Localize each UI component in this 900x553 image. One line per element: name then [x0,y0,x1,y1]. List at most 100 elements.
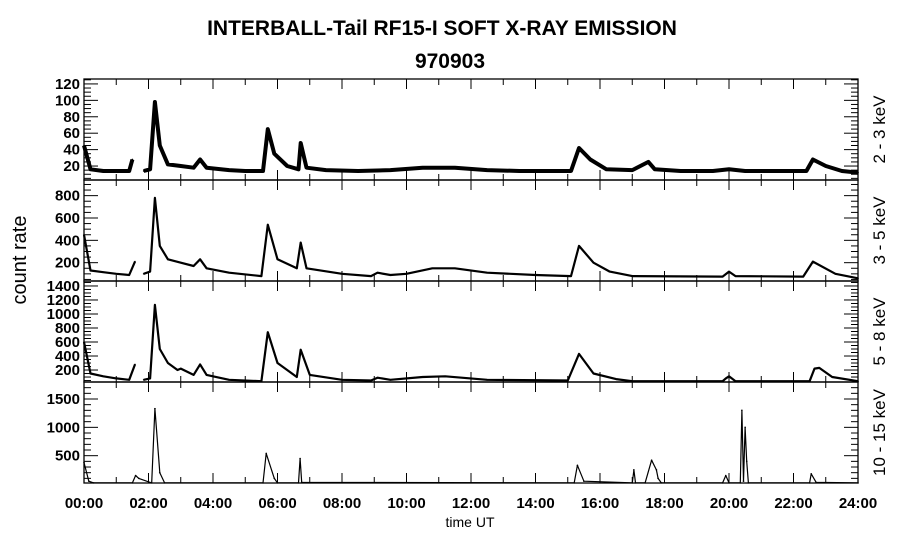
x-tick-label: 06:00 [258,495,296,512]
data-point [128,379,130,381]
data-point [745,460,748,463]
data-point [454,166,456,169]
data-point [142,170,145,172]
y-tick-label: 100 [55,92,80,109]
data-point [812,158,814,161]
data-point [134,260,136,263]
data-point [150,482,153,484]
data-point [299,241,302,244]
data-point [660,482,663,484]
data-point [739,482,742,484]
data-point [744,426,746,429]
data-point [776,170,779,172]
data-point [179,261,182,264]
data-point [154,101,156,103]
y-tick-label: 600 [55,210,80,227]
data-point [534,274,537,276]
data-point [276,362,279,364]
data-point [205,166,208,169]
data-point [305,267,308,270]
data-point [518,170,521,172]
data-point [296,376,298,378]
data-point [179,367,182,370]
data-point [431,267,434,270]
data-point [134,474,137,477]
data-point [724,377,727,380]
data-point [576,464,579,467]
data-point [808,482,811,484]
panel-label: 2 - 3 keV [870,95,889,164]
y-tick-label: 1200 [47,292,80,309]
data-point [265,452,268,455]
y-tick-label: 200 [55,255,80,272]
data-point [176,369,179,371]
chart-subtitle: 970903 [415,50,485,73]
y-tick-label: 800 [55,320,80,337]
data-point [592,372,595,375]
data-point [657,477,659,480]
data-point [744,170,746,172]
x-tick-label: 12:00 [452,495,490,512]
data-point [154,407,156,410]
data-point [299,348,302,351]
data-point [102,375,105,378]
data-point [228,169,230,171]
data-point [747,482,750,484]
data-point [655,469,658,471]
chart-title: INTERBALL-Tail RF15-I SOFT X-RAY EMISSIO… [207,17,677,40]
data-point [857,482,859,484]
data-point [578,245,580,247]
data-point [115,170,118,172]
data-point [262,170,264,172]
data-point [573,482,575,484]
data-point [199,363,201,366]
data-point [149,377,151,380]
data-point [192,166,195,169]
data-point [566,379,569,382]
data-point [421,166,424,169]
y-tick-label: 60 [63,125,80,142]
data-point [267,128,269,130]
data-point [296,267,298,270]
data-point [376,376,379,379]
data-point [389,274,392,276]
data-point [154,197,156,199]
data-point [83,233,85,236]
data-point [163,482,166,484]
data-point [734,275,737,277]
data-point [192,265,195,267]
data-point [633,469,635,471]
data-point [721,275,724,278]
data-point [370,379,372,382]
x-tick-label: 04:00 [194,495,232,512]
data-point [857,277,859,280]
y-tick-label: 400 [55,232,80,249]
data-point [831,376,833,378]
data-point [297,168,300,171]
data-point [305,166,308,169]
x-tick-label: 00:00 [65,495,103,512]
data-point [179,165,182,167]
data-point [260,275,263,277]
data-point [615,378,617,380]
data-point [154,304,156,306]
y-axis-label: count rate [9,216,31,305]
data-point [724,474,727,477]
data-point [605,168,608,171]
data-point [300,481,303,484]
x-tick-label: 10:00 [387,495,425,512]
data-point [376,271,379,274]
data-point [199,258,201,261]
data-point [276,258,279,261]
x-tick-label: 02:00 [129,495,167,512]
data-point [228,271,230,274]
data-point [654,168,656,171]
data-point [273,477,276,480]
data-point [167,258,169,261]
data-point [128,170,130,172]
x-tick-label: 16:00 [581,495,619,512]
data-point [142,273,145,275]
